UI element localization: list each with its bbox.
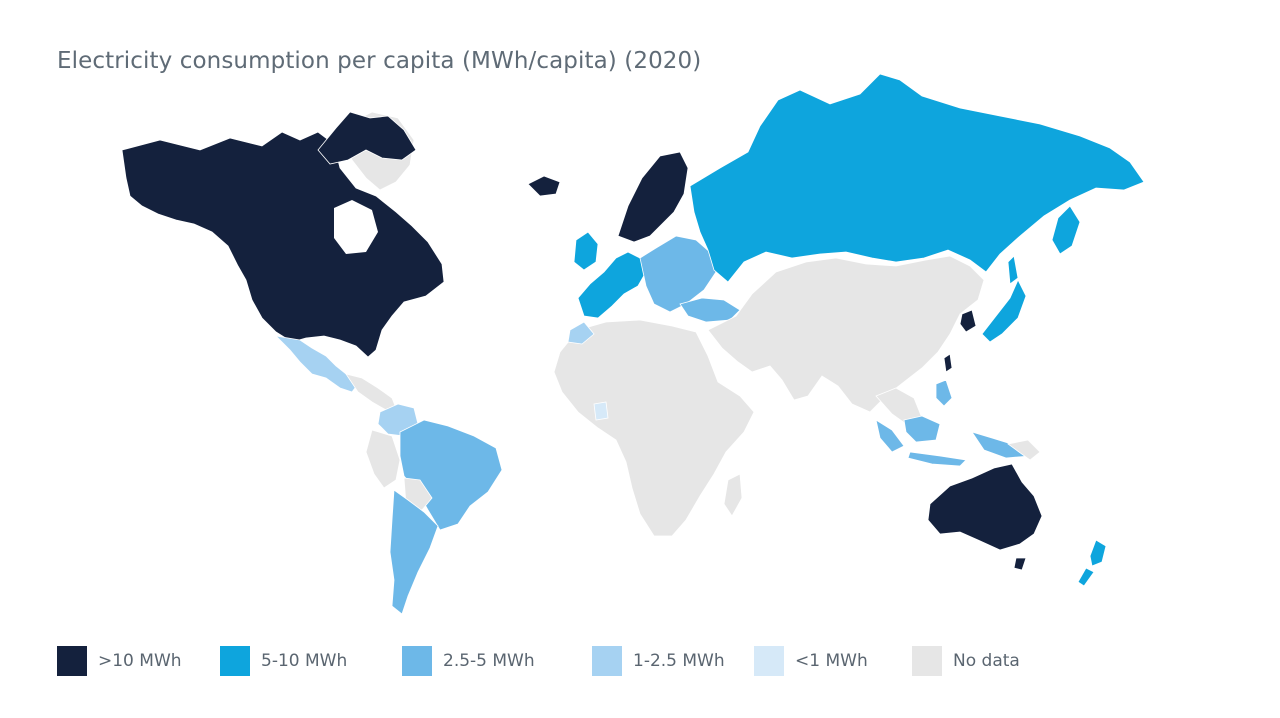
region-uk-ireland bbox=[573, 231, 599, 271]
region-eastern-europe bbox=[639, 235, 717, 313]
region-central-america bbox=[345, 373, 397, 411]
region-arctic-islands bbox=[317, 111, 417, 165]
region-south-korea bbox=[959, 309, 977, 333]
region-sakhalin bbox=[1007, 255, 1019, 285]
region-nordics bbox=[617, 151, 689, 243]
region-new-zealand bbox=[1077, 539, 1107, 587]
region-iceland bbox=[527, 175, 561, 197]
region-philippines bbox=[935, 379, 953, 407]
region-north-africa-west bbox=[567, 321, 595, 345]
region-png bbox=[1007, 439, 1041, 461]
region-asia bbox=[707, 255, 985, 413]
region-southern-cone bbox=[389, 489, 439, 615]
region-australia bbox=[927, 463, 1043, 551]
region-indonesia bbox=[875, 415, 1032, 467]
region-kamchatka bbox=[1051, 205, 1081, 255]
hudson-bay bbox=[334, 200, 378, 254]
region-turkey bbox=[679, 297, 741, 323]
region-mexico bbox=[274, 335, 359, 393]
region-russia bbox=[689, 73, 1145, 283]
map-title: Electricity consumption per capita (MWh/… bbox=[57, 48, 702, 74]
region-north-america bbox=[121, 131, 445, 358]
region-tasmania bbox=[1013, 557, 1027, 571]
region-madagascar bbox=[723, 473, 743, 517]
region-japan bbox=[981, 279, 1027, 343]
region-africa bbox=[553, 319, 755, 537]
region-taiwan bbox=[943, 353, 953, 373]
region-west-africa-small bbox=[593, 401, 609, 421]
region-south-america-andes bbox=[365, 429, 401, 489]
